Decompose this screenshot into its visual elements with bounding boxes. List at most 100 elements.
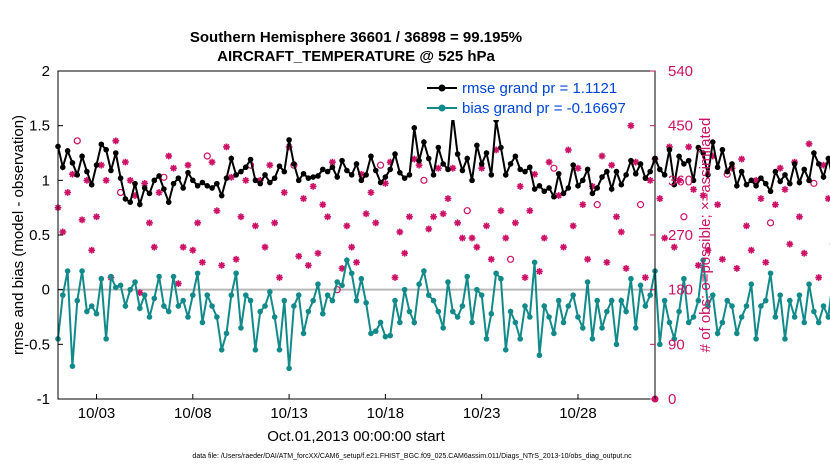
bias-point: [714, 330, 721, 337]
rmse-point: [671, 181, 678, 188]
obs-assimilated-point: [208, 158, 216, 166]
rmse-point: [69, 160, 76, 166]
rmse-point: [103, 146, 109, 153]
rmse-point: [185, 169, 191, 176]
obs-assimilated-point: [381, 179, 389, 187]
rmse-point: [291, 161, 297, 167]
obs-assimilated-point: [781, 186, 789, 193]
bias-point: [228, 292, 235, 298]
bias-point: [551, 330, 557, 337]
obs-assimilated-point: [295, 252, 303, 260]
obs-assimilated-point: [690, 186, 697, 193]
rmse-point: [252, 177, 259, 184]
rmse-point: [507, 161, 514, 167]
obs-assimilated-point: [487, 255, 495, 263]
bias-point: [315, 281, 321, 288]
bias-point: [238, 325, 244, 331]
bias-point: [517, 336, 523, 342]
rmse-point: [546, 185, 552, 191]
obs-assimilated-point: [468, 234, 476, 242]
bias-point: [64, 268, 71, 274]
bias-point: [170, 273, 177, 280]
rmse-point: [228, 155, 235, 162]
rmse-point: [204, 183, 211, 189]
bias-point: [777, 292, 783, 298]
bias-point: [430, 297, 437, 304]
obs-assimilated-point: [189, 246, 197, 254]
bias-point: [247, 297, 254, 304]
rmse-point: [608, 186, 615, 192]
obs-assimilated-point: [194, 219, 202, 227]
rmse-point: [382, 174, 389, 180]
obs-assimilated-point: [271, 219, 279, 227]
obs-assimilated-point: [569, 222, 577, 230]
obs-assimilated-point: [309, 183, 317, 190]
bias-point: [141, 292, 148, 298]
rmse-point: [637, 161, 644, 167]
rmse-point: [772, 168, 779, 175]
rmse-point: [262, 172, 268, 178]
rmse-point: [748, 177, 755, 184]
bias-point: [522, 303, 528, 309]
rmse-point: [156, 173, 162, 179]
rmse-point: [425, 155, 432, 162]
rmse-point: [555, 170, 562, 177]
rmse-point: [300, 170, 307, 177]
rmse-point: [165, 199, 172, 205]
bias-point: [319, 310, 326, 317]
bias-point: [112, 284, 119, 291]
bias-point: [512, 319, 519, 326]
rmse-point: [79, 153, 85, 160]
rmse-point: [175, 175, 182, 181]
bias-point: [175, 303, 182, 309]
y-left-tick-label: 1.5: [29, 118, 50, 135]
rmse-point: [214, 180, 220, 187]
bias-point: [98, 275, 105, 282]
bias-point: [628, 275, 634, 282]
rmse-point: [551, 193, 557, 200]
obs-assimilated-point: [102, 176, 110, 184]
rmse-point: [257, 180, 264, 187]
obs-assimilated-point: [444, 195, 452, 202]
bias-point: [218, 347, 225, 353]
footnote: data file: /Users/raeder/DAI/ATM_forcXX/…: [192, 453, 632, 460]
obs-assimilated-point: [531, 170, 539, 178]
rmse-point: [392, 151, 398, 157]
bias-point: [252, 347, 259, 353]
obs-assimilated-point: [232, 255, 240, 263]
bias-point: [276, 347, 283, 353]
obs-possible-point: [420, 176, 428, 184]
bias-point: [758, 303, 764, 309]
y-right-tick-label: 450: [668, 118, 693, 135]
bias-point: [93, 310, 100, 317]
obs-assimilated-point: [199, 258, 206, 266]
rmse-point: [594, 185, 601, 191]
obs-assimilated-point: [266, 161, 274, 169]
bias-point: [435, 308, 442, 315]
bias-point: [339, 282, 345, 289]
obs-assimilated-point: [743, 222, 750, 230]
obs-assimilated-point: [516, 183, 524, 190]
bias-point: [185, 314, 191, 320]
obs-assimilated-point: [762, 258, 770, 266]
rmse-point: [247, 156, 254, 163]
bias-point: [527, 314, 533, 320]
obs-assimilated-point: [521, 274, 529, 281]
rmse-point: [767, 188, 774, 195]
obs-assimilated-point: [329, 158, 336, 166]
bias-point: [748, 281, 755, 288]
rmse-point: [796, 179, 803, 186]
obs-assimilated-point: [126, 176, 134, 184]
obs-assimilated-point: [598, 152, 606, 160]
obs-assimilated-point: [502, 234, 510, 242]
obs-assimilated-point: [719, 255, 726, 263]
x-tick-label: 10/23: [463, 405, 501, 422]
x-tick-label: 10/28: [559, 405, 597, 422]
rmse-point: [618, 181, 625, 188]
rmse-point: [782, 172, 788, 178]
y-axis-label-left: rmse and bias (model - observation): [10, 115, 27, 355]
obs-assimilated-point: [714, 201, 721, 209]
obs-assimilated-point: [540, 234, 548, 242]
obs-possible-point: [550, 164, 558, 172]
obs-assimilated-point: [434, 164, 442, 172]
